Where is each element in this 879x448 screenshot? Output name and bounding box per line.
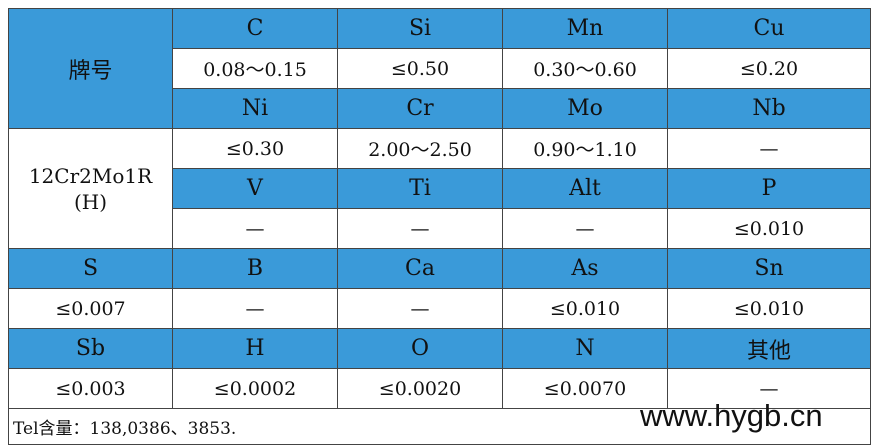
cell: B: [172, 248, 338, 289]
cell: Mn: [502, 8, 668, 49]
cell: As: [502, 248, 668, 289]
cell: Ni: [172, 88, 338, 129]
cell: 2.00～2.50: [337, 128, 503, 169]
row: — — — ≤0.010: [9, 208, 871, 249]
cell: 0.90～1.10: [502, 128, 668, 169]
cell: —: [172, 288, 338, 329]
cell: ≤0.003: [8, 368, 173, 409]
cell: 0.30～0.60: [502, 48, 668, 89]
cell: —: [337, 208, 503, 249]
cell: 12Cr2Mo1R(H): [8, 128, 173, 249]
cell: —: [337, 288, 503, 329]
row: ≤0.003 ≤0.0002 ≤0.0020 ≤0.0070—: [8, 368, 871, 409]
cell: ≤0.0070: [502, 368, 668, 409]
cell: Alt: [502, 168, 668, 209]
row: 牌号 C Si Mn Cu: [8, 8, 871, 129]
cell: S: [8, 248, 173, 289]
cell: Mo: [502, 88, 668, 129]
cell: V: [172, 168, 338, 209]
cell: H: [172, 328, 338, 369]
row: V Ti Alt P: [9, 168, 871, 209]
cell: Ca: [337, 248, 503, 289]
cell: 牌号: [8, 8, 173, 129]
cell: —: [502, 208, 668, 249]
cell: 0.08～0.15: [172, 48, 338, 89]
cell: P: [667, 168, 871, 209]
cell: Cr: [337, 88, 503, 129]
row: 12Cr2Mo1R(H) ≤0.30 2.00～2.50 0.90～1.10—: [8, 128, 871, 249]
cell: ≤0.20: [667, 48, 871, 89]
cell: Si: [337, 8, 503, 49]
cell: —: [667, 128, 871, 169]
row: Ni Cr Mo Nb: [9, 88, 871, 129]
cell: ≤0.30: [172, 128, 338, 169]
cell: ≤0.007: [8, 288, 173, 329]
cell: Sb: [8, 328, 173, 369]
footer-row: Tel含量：138,0386、3853.: [8, 408, 871, 445]
cell: Sn: [667, 248, 871, 289]
cell: ≤0.0002: [172, 368, 338, 409]
cell: 其他: [667, 328, 871, 369]
cell: Cu: [667, 8, 871, 49]
cell: ≤0.50: [337, 48, 503, 89]
cell: O: [337, 328, 503, 369]
cell: ≤0.010: [667, 208, 871, 249]
row: Sb H O N 其他: [8, 328, 871, 369]
row: 0.08～0.15 ≤0.50 0.30～0.60 ≤0.20: [9, 48, 871, 89]
cell: Tel含量：138,0386、3853.: [8, 408, 871, 445]
cell: ≤0.010: [667, 288, 871, 329]
row: S B Ca As Sn: [8, 248, 871, 289]
row: ≤0.007— — ≤0.010 ≤0.010: [8, 288, 871, 329]
cell: Ti: [337, 168, 503, 209]
watermark: www.hygb.cn: [640, 398, 823, 433]
composition-table: 牌号 C Si Mn Cu 0.08～0.15 ≤0.50 0.30～0.60 ≤0.20 Ni C…: [8, 8, 871, 445]
cell: Nb: [667, 88, 871, 129]
cell: C: [172, 8, 338, 49]
cell: ≤0.0020: [337, 368, 503, 409]
cell: —: [172, 208, 338, 249]
cell: ≤0.010: [502, 288, 668, 329]
cell: N: [502, 328, 668, 369]
